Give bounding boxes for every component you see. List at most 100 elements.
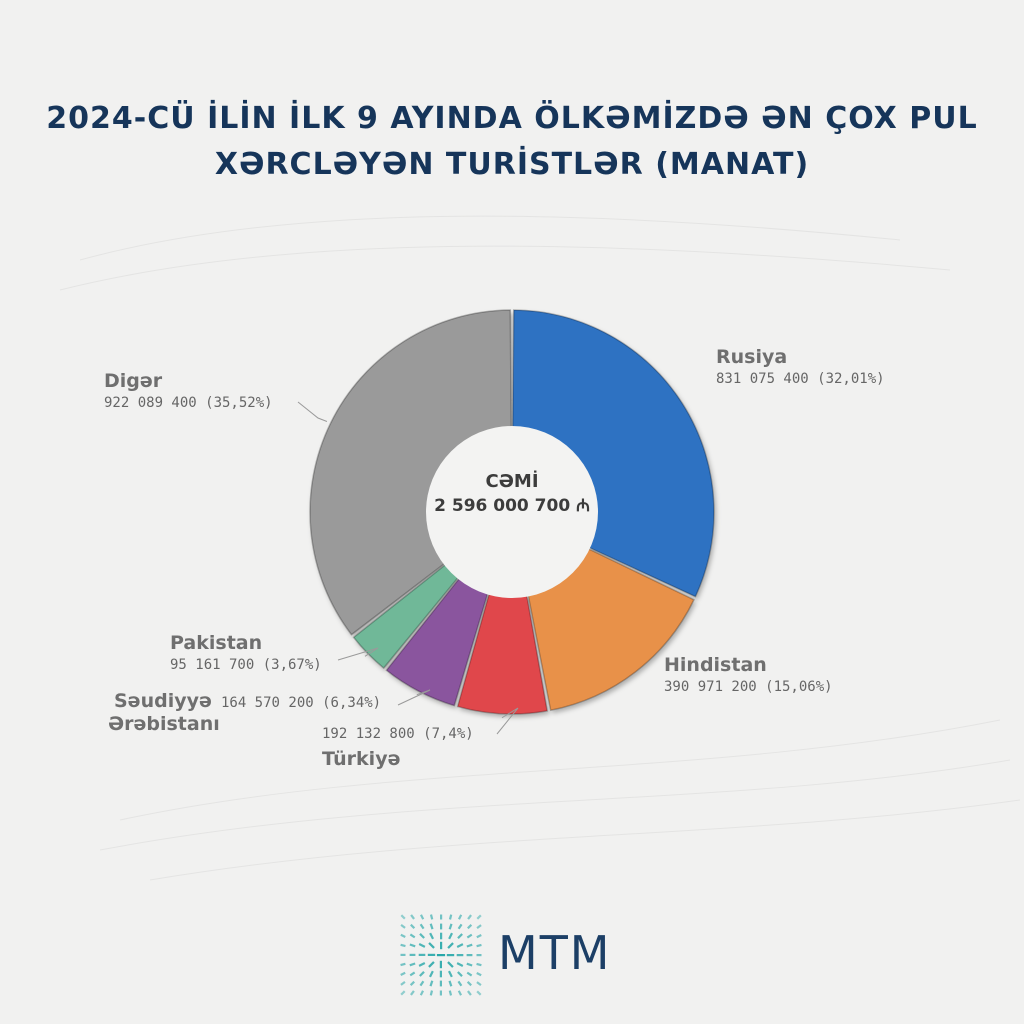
logo-dot xyxy=(400,953,406,956)
leader-line-5 xyxy=(337,647,379,661)
logo-dot xyxy=(440,914,443,920)
logo-dot xyxy=(476,981,482,986)
logo-dot xyxy=(457,971,463,977)
logo-dot xyxy=(418,961,426,967)
logo-dot xyxy=(400,914,406,920)
logo-dot xyxy=(457,990,463,996)
label-name-turkiye: Türkiyə xyxy=(322,748,401,770)
title-line-1: 2024-CÜ İLİN İLK 9 AYINDA ÖLKƏMİZDƏ ƏN Ç… xyxy=(46,101,978,136)
logo-dot xyxy=(457,980,463,987)
logo-dot xyxy=(466,954,473,957)
logo-dot xyxy=(448,914,453,920)
logo-dot xyxy=(429,980,434,987)
label-name-pakistan: Pakistan xyxy=(170,632,263,654)
logo-dot xyxy=(428,942,435,949)
label-value-turkiye: 192 132 800 (7,4%) xyxy=(322,726,474,742)
logo-dot xyxy=(419,923,425,930)
logo-dot xyxy=(428,961,435,968)
logo-dot xyxy=(439,980,442,987)
logo-dot xyxy=(429,923,434,930)
logo-dot xyxy=(447,942,454,949)
logo-dot xyxy=(400,933,406,939)
leader-line-4 xyxy=(397,689,431,706)
logo-dot xyxy=(476,971,482,977)
logo-dot xyxy=(457,914,463,920)
label-name-saudiyye-line2: Ərəbistanı xyxy=(108,713,220,735)
logo-dot xyxy=(427,953,436,956)
chart-title: 2024-CÜ İLİN İLK 9 AYINDA ÖLKƏMİZDƏ ƏN Ç… xyxy=(40,96,984,188)
logo-dot xyxy=(429,990,434,996)
logo-dot xyxy=(476,914,482,920)
logo-dot xyxy=(439,970,442,978)
logo-dot xyxy=(466,981,472,987)
mtm-logo: MTM xyxy=(398,912,638,1002)
logo-dot xyxy=(448,923,453,930)
label-value-pakistan: 95 161 700 (3,67%) xyxy=(170,657,322,673)
logo-dot xyxy=(419,933,425,939)
logo-dot xyxy=(419,914,425,920)
leader-line-6 xyxy=(297,401,328,422)
logo-dot xyxy=(418,942,426,948)
logo-dot xyxy=(467,914,472,920)
logo-dot xyxy=(440,923,443,930)
logo-dot xyxy=(467,990,472,996)
label-hindistan: Hindistan 390 971 200 (15,06%) xyxy=(664,654,833,697)
label-saudiyye: Səudiyyə 164 570 200 (6,34%) Ərəbistanı xyxy=(108,690,382,736)
logo-dot xyxy=(409,971,416,977)
logo-dot xyxy=(448,932,454,940)
logo-dot xyxy=(400,943,406,948)
logo-dot xyxy=(476,943,482,948)
logo-dot xyxy=(467,924,473,930)
logo-dot xyxy=(466,962,473,967)
logo-dot xyxy=(409,953,416,956)
label-rusiya: Rusiya 831 075 400 (32,01%) xyxy=(716,346,885,389)
logo-dot xyxy=(400,924,406,929)
logo-dot xyxy=(409,933,416,939)
logo-dot xyxy=(446,954,455,957)
logo-dot xyxy=(400,981,406,986)
logo-dot xyxy=(457,923,463,930)
logo-dot xyxy=(466,943,473,948)
logo-dot xyxy=(457,933,463,939)
logo-dot xyxy=(476,962,482,967)
label-diger: Digər 922 089 400 (35,52%) xyxy=(104,370,273,413)
logo-dot xyxy=(476,924,482,929)
donut-hole xyxy=(426,426,598,598)
label-name-saudiyye: Səudiyyə xyxy=(114,690,212,712)
logo-dot xyxy=(439,960,442,969)
label-name-diger: Digər xyxy=(104,370,163,392)
logo-dot xyxy=(476,933,482,939)
logo-dot xyxy=(440,932,443,940)
title-line-2: XƏRCLƏYƏN TURİSTLƏR (MANAT) xyxy=(214,147,810,182)
logo-dot xyxy=(419,971,425,977)
logo-dot xyxy=(447,961,454,968)
total-label: CƏMİ xyxy=(485,471,539,492)
logo-dot xyxy=(456,943,464,949)
logo-dot xyxy=(476,990,482,996)
label-value-saudiyye: 164 570 200 (6,34%) xyxy=(220,695,382,711)
logo-dot xyxy=(466,933,473,939)
logo-dot xyxy=(410,990,415,996)
logo-dot xyxy=(419,980,425,987)
logo-dot xyxy=(447,970,453,978)
total-value: 2 596 000 700 ₼ xyxy=(434,496,590,516)
leader-line-3 xyxy=(496,707,519,735)
logo-dot xyxy=(440,941,443,950)
label-value-hindistan: 390 971 200 (15,06%) xyxy=(664,679,833,695)
logo-dot xyxy=(409,962,416,967)
logo-dot xyxy=(466,971,473,977)
logo-dot xyxy=(448,980,453,987)
label-turkiye: 192 132 800 (7,4%) Türkiyə xyxy=(322,724,474,771)
logo-dot xyxy=(476,954,482,957)
logo-dot xyxy=(419,990,425,996)
label-value-rusiya: 831 075 400 (32,01%) xyxy=(716,371,885,387)
mtm-logo-text: MTM xyxy=(498,926,612,980)
logo-dot xyxy=(400,971,406,977)
logo-dot xyxy=(429,932,435,940)
mtm-logo-mark xyxy=(400,914,482,996)
logo-dot xyxy=(429,914,434,920)
label-name-rusiya: Rusiya xyxy=(716,346,788,368)
logo-dot xyxy=(409,943,416,948)
